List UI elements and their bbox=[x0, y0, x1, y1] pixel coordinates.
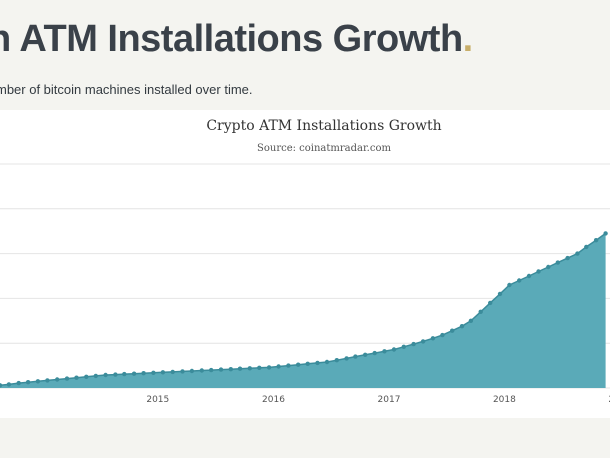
data-point bbox=[113, 372, 118, 377]
x-tick-label: 2017 bbox=[378, 395, 401, 405]
data-point bbox=[315, 360, 320, 366]
data-point bbox=[266, 365, 272, 370]
data-point bbox=[536, 269, 541, 274]
area-chart: Crypto ATM Installations Growth Source: … bbox=[0, 118, 610, 405]
data-point bbox=[468, 318, 474, 323]
data-point bbox=[305, 361, 310, 366]
data-point bbox=[344, 356, 349, 361]
data-point bbox=[74, 375, 79, 380]
data-point bbox=[286, 363, 291, 368]
chart-subtitle: Source: coinatmradar.com bbox=[257, 143, 391, 154]
data-point bbox=[440, 332, 445, 338]
page-title: n ATM Installations Growth. bbox=[0, 18, 473, 61]
data-point bbox=[131, 371, 137, 376]
data-point bbox=[257, 365, 262, 370]
data-point bbox=[391, 347, 397, 352]
data-point bbox=[6, 382, 12, 387]
data-point bbox=[237, 366, 243, 371]
area-fill bbox=[0, 233, 606, 388]
data-point bbox=[584, 244, 589, 250]
chart-card: Crypto ATM Installations Growth Source: … bbox=[0, 110, 610, 418]
data-point bbox=[411, 341, 416, 347]
data-point bbox=[160, 370, 166, 375]
data-point bbox=[372, 350, 377, 356]
data-point bbox=[334, 358, 339, 363]
data-point bbox=[382, 349, 387, 354]
data-point bbox=[517, 278, 522, 283]
data-point bbox=[450, 328, 455, 333]
data-point bbox=[218, 367, 224, 372]
data-point bbox=[84, 374, 89, 379]
title-accent-dot: . bbox=[462, 18, 474, 60]
data-point bbox=[507, 282, 512, 288]
data-point bbox=[141, 371, 146, 376]
data-point bbox=[430, 336, 436, 341]
data-point bbox=[35, 379, 41, 384]
series-line bbox=[0, 232, 607, 387]
page-subtitle: mber of bitcoin machines installed over … bbox=[0, 82, 253, 97]
data-point bbox=[180, 369, 185, 374]
data-point bbox=[0, 383, 3, 388]
page-title-text: n ATM Installations Growth bbox=[0, 18, 463, 60]
data-point bbox=[565, 255, 570, 261]
data-point bbox=[55, 377, 60, 382]
data-point bbox=[122, 371, 127, 377]
data-point bbox=[93, 373, 99, 379]
data-point bbox=[296, 362, 301, 367]
x-tick-label: 2018 bbox=[493, 395, 516, 405]
chart-title: Crypto ATM Installations Growth bbox=[206, 118, 441, 134]
data-point bbox=[276, 364, 281, 369]
data-point bbox=[228, 367, 233, 372]
data-point bbox=[555, 260, 560, 265]
x-tick-label: 2016 bbox=[262, 395, 285, 405]
data-point bbox=[45, 378, 50, 383]
data-point bbox=[420, 339, 426, 344]
x-axis-tick-labels: 2015 2016 2017 2018 2019 bbox=[146, 395, 610, 405]
data-point bbox=[189, 368, 195, 374]
x-tick-label: 2015 bbox=[146, 395, 169, 405]
data-point bbox=[593, 238, 599, 243]
data-point bbox=[526, 273, 532, 279]
data-point bbox=[64, 376, 70, 381]
data-point bbox=[170, 369, 175, 375]
data-point bbox=[199, 368, 204, 373]
data-point bbox=[497, 291, 503, 297]
data-point bbox=[363, 352, 368, 357]
data-point bbox=[546, 264, 551, 270]
data-point bbox=[209, 367, 214, 373]
data-point bbox=[603, 231, 608, 236]
data-points bbox=[0, 231, 608, 388]
data-point bbox=[575, 251, 580, 256]
area-series bbox=[0, 232, 607, 388]
data-point bbox=[353, 354, 358, 359]
data-point bbox=[459, 324, 465, 329]
data-point bbox=[247, 366, 252, 371]
data-point bbox=[103, 372, 108, 378]
data-point bbox=[25, 380, 31, 385]
data-point bbox=[16, 380, 21, 386]
data-point bbox=[478, 309, 483, 314]
data-point bbox=[488, 300, 493, 306]
data-point bbox=[151, 370, 156, 375]
data-point bbox=[401, 344, 406, 349]
data-point bbox=[324, 359, 330, 365]
x-tick-label: 2019 bbox=[608, 395, 610, 405]
